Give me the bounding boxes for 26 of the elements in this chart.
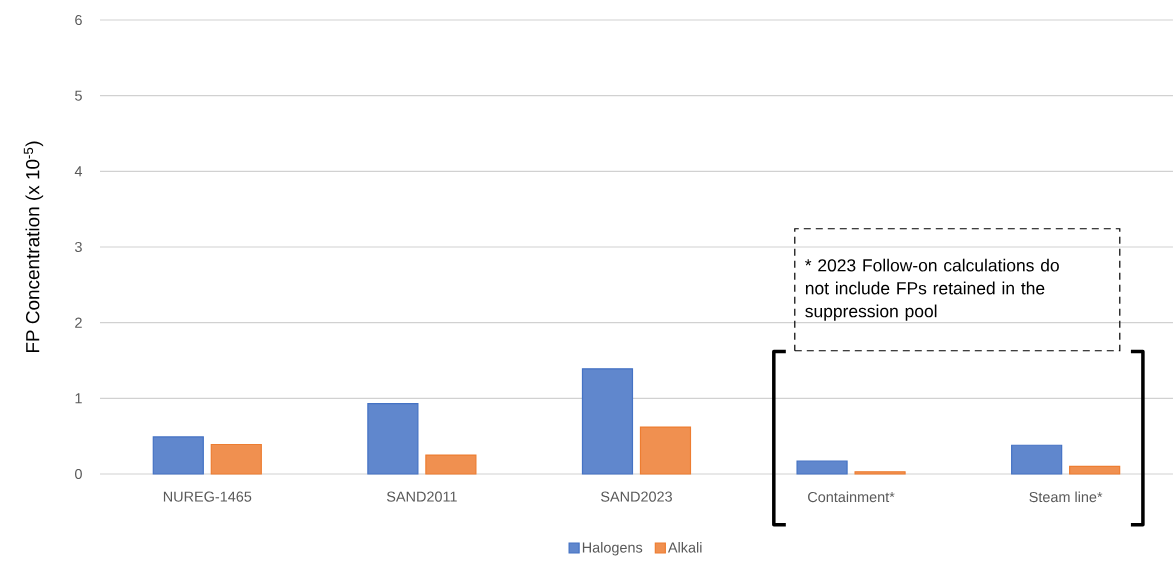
legend-label: Halogens — [582, 542, 643, 556]
bar — [367, 403, 419, 475]
bar — [581, 368, 634, 475]
y-axis-title: FP Concentration (x 10$^{-5}$) — [23, 141, 44, 353]
y-tick-label: 5 — [75, 90, 82, 101]
bar — [639, 426, 692, 475]
x-tick-label: SAND2023 — [601, 491, 672, 502]
y-tick-label: 3 — [74, 241, 82, 253]
x-tick-label: Containment* — [808, 491, 895, 503]
x-tick-label: Steam line* — [1029, 491, 1103, 503]
y-tick-label: 4 — [74, 166, 83, 177]
bar — [796, 460, 848, 475]
legend-label: Alkali — [667, 542, 702, 553]
bar — [425, 454, 477, 475]
y-tick-label: 6 — [75, 14, 82, 26]
bar — [210, 443, 262, 475]
y-tick-label: 2 — [75, 317, 82, 328]
bar — [1011, 444, 1063, 475]
annotation: * 2023 Follow-on calculations do not include FPs retained in the suppression pool — [805, 258, 1059, 321]
bar — [1069, 465, 1121, 475]
x-tick-label: NUREG-1465 — [163, 491, 252, 502]
bar — [854, 471, 906, 475]
x-tick-label: SAND2011 — [386, 491, 457, 502]
y-tick-label: 0 — [75, 468, 82, 480]
bar — [152, 436, 204, 475]
y-tick-label: 1 — [75, 393, 82, 404]
